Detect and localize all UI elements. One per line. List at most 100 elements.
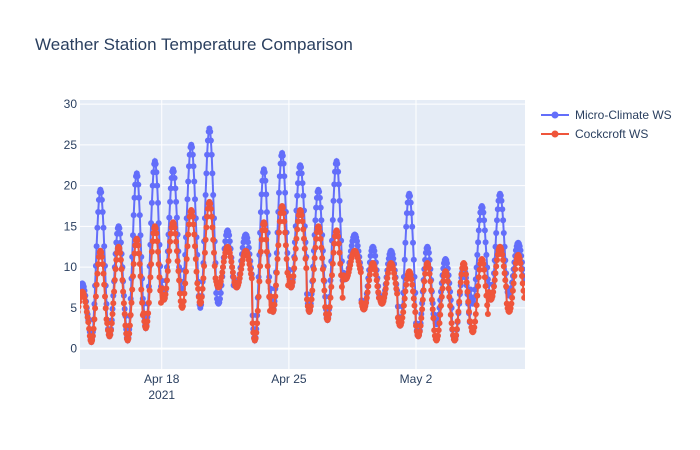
data-point	[99, 261, 106, 268]
data-point	[167, 198, 174, 205]
data-point	[331, 181, 338, 188]
data-point	[130, 261, 137, 267]
data-point	[382, 290, 388, 297]
data-point	[521, 294, 525, 301]
data-point	[98, 196, 105, 203]
data-point	[383, 280, 390, 287]
data-point	[339, 294, 346, 301]
data-point	[444, 278, 451, 285]
data-point	[247, 266, 254, 273]
data-point	[390, 255, 397, 262]
data-point	[363, 294, 370, 301]
data-point	[257, 248, 264, 255]
data-point	[481, 217, 488, 224]
data-point	[154, 182, 161, 189]
data-point	[279, 152, 286, 159]
data-point	[189, 151, 196, 158]
data-point	[375, 289, 382, 296]
data-point	[338, 283, 345, 290]
data-point	[499, 206, 506, 213]
x-tick-sublabel: 2021	[148, 388, 175, 402]
data-point	[493, 230, 500, 236]
data-point	[147, 274, 154, 281]
data-point	[139, 299, 146, 306]
data-point	[192, 196, 198, 203]
data-point	[413, 322, 419, 329]
data-point	[300, 226, 307, 233]
data-point	[92, 305, 99, 312]
data-point	[108, 320, 115, 327]
legend-label: Cockcroft WS	[575, 127, 648, 141]
data-point	[410, 288, 416, 295]
data-point	[198, 294, 205, 300]
data-point	[294, 192, 301, 199]
data-point	[412, 309, 419, 316]
data-point	[458, 271, 465, 278]
data-point	[372, 252, 379, 259]
data-point	[282, 229, 289, 236]
data-point	[195, 285, 202, 292]
data-point	[167, 230, 174, 237]
data-point	[330, 249, 337, 256]
data-point	[84, 314, 91, 321]
data-point	[156, 274, 163, 281]
data-point	[507, 305, 514, 312]
data-point	[292, 245, 299, 252]
data-point	[208, 213, 215, 220]
data-point	[119, 277, 126, 283]
data-point	[226, 232, 233, 239]
data-point	[316, 229, 323, 236]
data-point	[490, 289, 497, 295]
data-point	[154, 238, 161, 245]
data-point	[163, 285, 170, 292]
data-point	[135, 181, 142, 188]
data-point	[417, 322, 424, 329]
data-point	[82, 298, 89, 305]
data-point	[304, 296, 310, 303]
data-point	[481, 227, 488, 234]
data-point	[270, 307, 277, 314]
data-point	[410, 295, 417, 302]
data-point	[295, 180, 301, 187]
data-point	[455, 308, 462, 315]
data-point	[364, 289, 371, 296]
data-point	[309, 287, 316, 294]
data-point	[108, 327, 114, 334]
data-point	[420, 287, 427, 294]
data-point	[134, 237, 141, 244]
data-point	[276, 173, 283, 180]
data-point	[255, 293, 262, 300]
legend-marker	[551, 130, 559, 138]
legend-marker	[551, 111, 559, 119]
data-point	[474, 251, 481, 258]
data-point	[467, 318, 474, 325]
data-point	[148, 199, 155, 206]
chart-title: Weather Station Temperature Comparison	[35, 35, 353, 54]
x-tick-label: Apr 18	[144, 372, 180, 386]
data-point	[113, 256, 120, 263]
data-point	[167, 185, 174, 192]
data-point	[93, 243, 100, 250]
data-point	[482, 239, 489, 246]
data-point	[273, 269, 280, 276]
data-point	[481, 274, 488, 281]
data-point	[237, 270, 244, 277]
data-point	[137, 273, 144, 280]
data-point	[366, 271, 373, 278]
data-point	[298, 164, 304, 171]
data-point	[257, 209, 264, 216]
data-point	[208, 151, 215, 158]
data-point	[107, 331, 114, 338]
data-point	[167, 238, 174, 245]
x-axis-ticks: Apr 18 2021 Apr 25 May 2	[144, 372, 433, 402]
data-point	[274, 256, 281, 262]
data-point	[271, 301, 278, 308]
data-point	[320, 277, 327, 284]
data-point	[481, 266, 488, 273]
data-point	[276, 218, 283, 225]
data-point	[331, 240, 338, 247]
data-point	[303, 265, 310, 272]
data-point	[393, 285, 400, 292]
data-point	[204, 213, 211, 220]
data-point	[80, 309, 81, 314]
